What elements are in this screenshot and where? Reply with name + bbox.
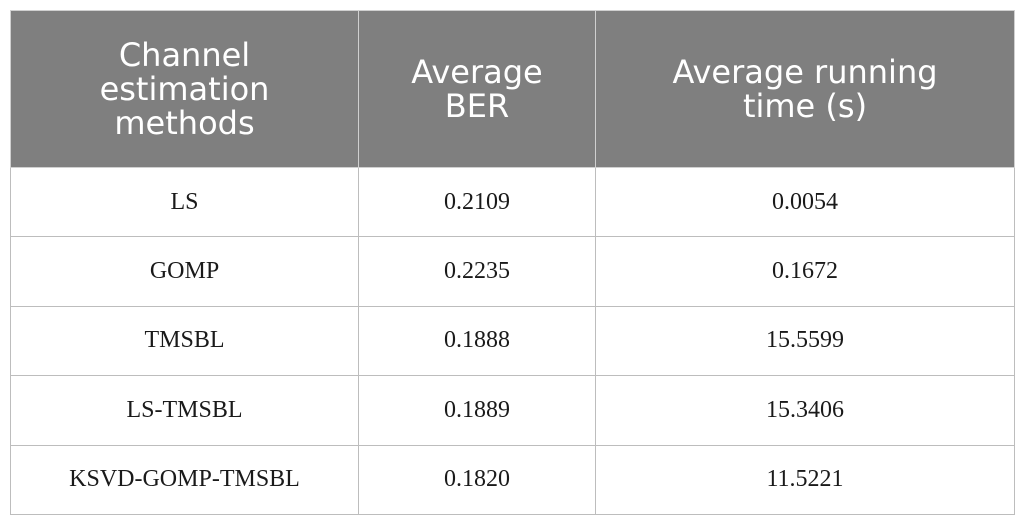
cell-method: KSVD-GOMP-TMSBL xyxy=(10,444,359,516)
results-table-container: Channel estimation methods Average BER A… xyxy=(10,10,1015,516)
table-row: LS-TMSBL 0.1889 15.3406 xyxy=(10,375,1015,446)
header-average-running-time: Average running time (s) xyxy=(595,10,1015,168)
cell-average-ber: 0.1820 xyxy=(358,444,596,516)
cell-average-ber: 0.1889 xyxy=(358,375,596,446)
cell-method: TMSBL xyxy=(10,305,359,377)
cell-average-running-time: 15.5599 xyxy=(595,305,1015,377)
header-method: Channel estimation methods xyxy=(10,10,359,168)
cell-average-running-time: 0.0054 xyxy=(595,166,1015,238)
cell-average-ber: 0.2109 xyxy=(358,166,596,238)
cell-average-running-time: 0.1672 xyxy=(595,236,1015,307)
cell-method: LS xyxy=(10,166,359,238)
results-table: Channel estimation methods Average BER A… xyxy=(10,10,1015,516)
table-row: GOMP 0.2235 0.1672 xyxy=(10,236,1015,307)
cell-average-ber: 0.2235 xyxy=(358,236,596,307)
cell-average-running-time: 15.3406 xyxy=(595,375,1015,446)
table-row: KSVD-GOMP-TMSBL 0.1820 11.5221 xyxy=(10,444,1015,516)
header-average-ber: Average BER xyxy=(358,10,596,168)
cell-method: LS-TMSBL xyxy=(10,375,359,446)
cell-average-running-time: 11.5221 xyxy=(595,444,1015,516)
cell-method: GOMP xyxy=(10,236,359,307)
table-row: TMSBL 0.1888 15.5599 xyxy=(10,305,1015,377)
header-row: Channel estimation methods Average BER A… xyxy=(10,10,1015,168)
table-row: LS 0.2109 0.0054 xyxy=(10,166,1015,238)
cell-average-ber: 0.1888 xyxy=(358,305,596,377)
